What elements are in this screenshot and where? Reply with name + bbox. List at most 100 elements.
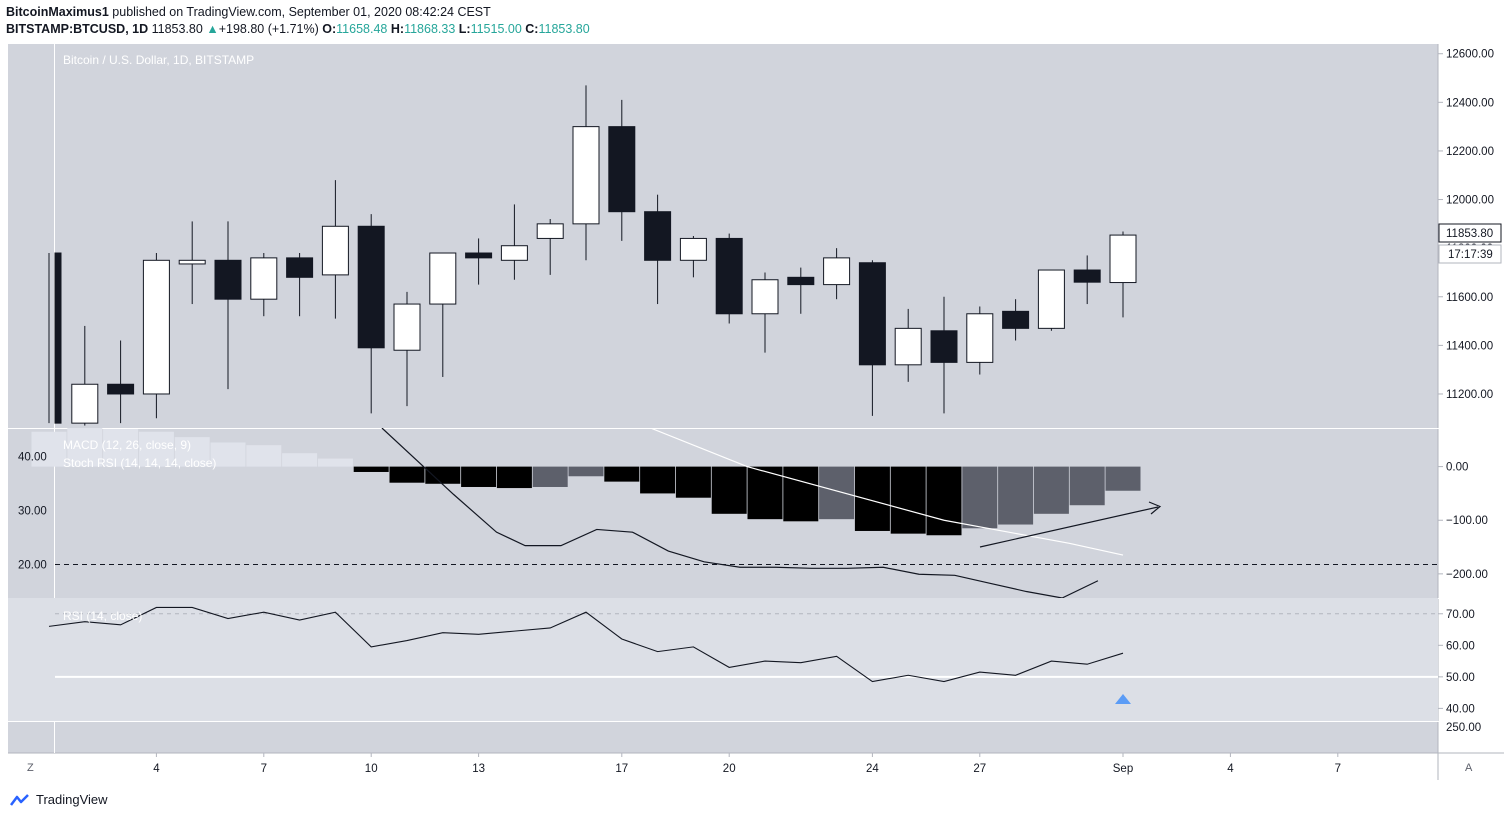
candle-down	[1002, 299, 1030, 341]
price-change: +198.80 (+1.71%)	[218, 22, 319, 36]
macd-histogram-bar	[854, 466, 890, 531]
open-label: O:	[322, 22, 337, 36]
macd-histogram-bar	[1069, 466, 1105, 506]
price-tick-label: 12200.00	[1446, 146, 1494, 158]
time-axis	[8, 753, 1504, 780]
rsi-pane-background	[8, 598, 1438, 721]
rsi-label: RSI (14, close)	[63, 609, 142, 623]
macd-histogram-bar	[675, 466, 711, 498]
close-value: 11853.80	[538, 22, 590, 36]
candle-body	[142, 259, 170, 395]
candle-down	[107, 340, 135, 424]
price-tick-label: 12400.00	[1446, 97, 1494, 109]
macd-tick-label: −100.00	[1446, 515, 1488, 527]
time-tick-label: 4	[153, 763, 160, 775]
macd-histogram-bar	[496, 466, 532, 489]
candle-body	[178, 259, 206, 265]
macd-tick-label: −200.00	[1446, 569, 1488, 581]
time-tick-label: 7	[261, 763, 267, 775]
candle-body	[500, 245, 528, 261]
candle-down	[787, 267, 815, 314]
macd-histogram-bar	[210, 442, 246, 467]
macd-histogram-bar	[138, 431, 174, 467]
tradingview-logo[interactable]: TradingView	[8, 792, 108, 807]
macd-histogram-bar	[532, 466, 568, 487]
price-tick-label: 11200.00	[1446, 389, 1493, 401]
candle-down	[858, 260, 886, 416]
macd-histogram-bar	[568, 466, 604, 477]
last-price-badge	[1438, 223, 1502, 243]
tradingview-cloud-icon	[10, 793, 29, 806]
candle-body	[1037, 269, 1065, 329]
candle-up	[178, 221, 206, 305]
macd-histogram-bar	[1105, 466, 1141, 491]
candle-body	[715, 237, 743, 315]
candle-body	[894, 327, 922, 366]
macd-histogram-bar	[711, 466, 747, 514]
up-triangle-icon: ▲	[206, 22, 219, 36]
ohlc-header: BITSTAMP:BTCUSD, 1D 11853.80 ▲+198.80 (+…	[6, 22, 590, 36]
macd-histogram-bar	[31, 431, 67, 467]
macd-histogram-bar	[604, 466, 640, 482]
log-scale-button[interactable]	[22, 758, 42, 776]
countdown-badge	[1438, 244, 1502, 264]
candle-body	[787, 276, 815, 286]
time-tick-label: 4	[1227, 763, 1234, 775]
log-scale-button-label: Z	[27, 762, 34, 774]
macd-histogram-bar	[783, 466, 819, 522]
auto-scale-button-label: A	[1465, 762, 1473, 774]
candle-up	[966, 306, 994, 375]
last-price-badge-text: 11853.80	[1446, 228, 1493, 240]
macd-histogram-bar	[461, 466, 497, 487]
candle-up	[1109, 231, 1137, 318]
author-name[interactable]: BitcoinMaximus1	[6, 5, 109, 19]
macd-histogram	[31, 428, 1141, 556]
macd-histogram-bar	[926, 466, 962, 536]
publish-header: BitcoinMaximus1 published on TradingView…	[6, 5, 491, 19]
candle-up	[679, 236, 707, 278]
rsi-line	[48, 606, 1124, 683]
macd-histogram-bar	[67, 428, 103, 467]
time-tick-label: 7	[1335, 763, 1341, 775]
candle-up	[1037, 269, 1065, 331]
low-label: L:	[458, 22, 471, 36]
stoch-tick-label: 20.00	[18, 560, 47, 572]
auto-scale-button[interactable]	[1460, 758, 1480, 776]
candle-body	[393, 303, 421, 351]
macd-histogram-bar	[962, 466, 998, 529]
candle-down	[357, 214, 385, 414]
candle-body	[107, 383, 135, 395]
candle-body	[823, 257, 851, 286]
published-text: published on TradingView.com, September …	[112, 5, 491, 19]
macd-histogram-bar	[317, 458, 353, 467]
price-pane	[48, 85, 1137, 426]
macd-histogram-bar	[246, 445, 282, 467]
macd-histogram-bar	[998, 466, 1034, 525]
price-tick-label: 11400.00	[1446, 340, 1493, 352]
time-tick-label: 10	[365, 763, 378, 775]
tradingview-brand: TradingView	[36, 792, 108, 807]
candle-up	[823, 248, 851, 300]
macd-histogram-bar	[1033, 466, 1069, 514]
time-tick-label: 20	[723, 763, 736, 775]
candle-up	[71, 325, 99, 426]
candle-up	[393, 291, 421, 407]
macd-histogram-bar	[425, 466, 461, 484]
candle-up	[500, 204, 528, 280]
rsi-triangle-marker	[1115, 694, 1131, 704]
candle-body	[321, 225, 349, 276]
candle-body	[644, 211, 672, 261]
macd-histogram-bar	[174, 437, 210, 467]
candle-body	[608, 126, 636, 213]
price-tick-label: 11600.00	[1446, 292, 1493, 304]
candle-body	[429, 252, 457, 305]
candle-body	[357, 225, 385, 349]
rsi-tick-label: 60.00	[1446, 640, 1475, 652]
countdown-badge-text: 17:17:39	[1448, 249, 1493, 261]
candle-body	[1109, 234, 1137, 284]
candle-up	[250, 253, 278, 317]
close-label: C:	[525, 22, 539, 36]
trend-arrow-line	[979, 506, 1159, 548]
macd-histogram-bar	[282, 453, 318, 467]
